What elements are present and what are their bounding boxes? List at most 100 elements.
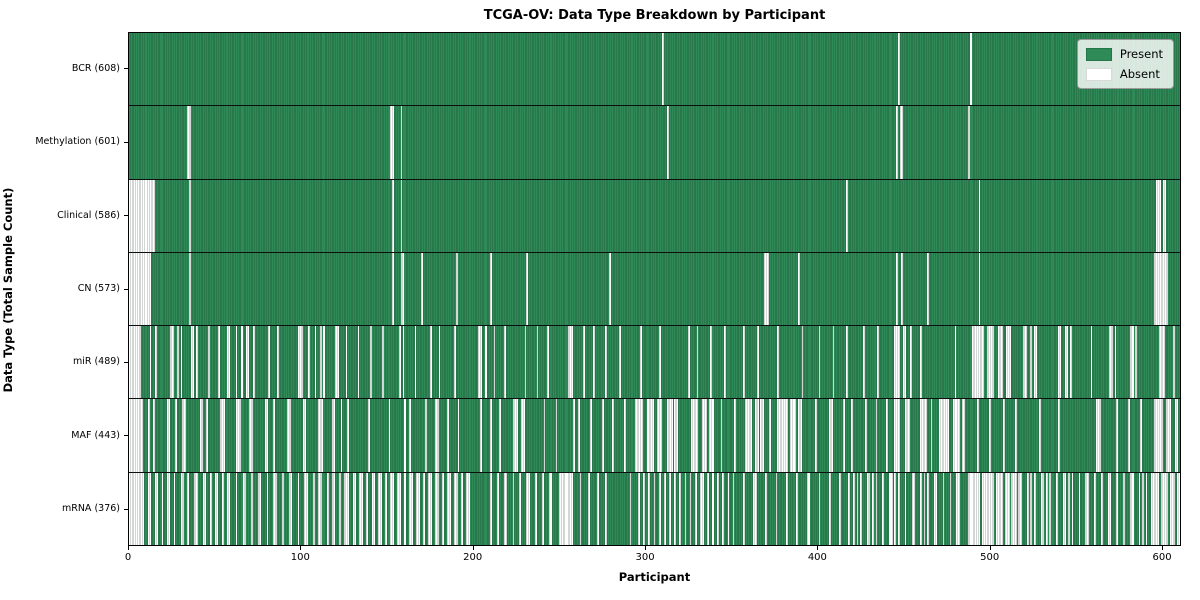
absent-stripe bbox=[189, 179, 191, 252]
absent-stripe bbox=[409, 472, 413, 545]
absent-stripe bbox=[154, 472, 159, 545]
y-tick-label: MAF (443) bbox=[71, 429, 120, 441]
absent-stripe bbox=[297, 326, 303, 399]
absent-stripe bbox=[968, 106, 971, 179]
absent-stripe bbox=[235, 326, 238, 399]
absent-stripe bbox=[352, 472, 357, 545]
absent-stripe bbox=[1002, 399, 1005, 472]
absent-stripe bbox=[842, 399, 845, 472]
absent-stripe bbox=[674, 399, 678, 472]
absent-stripe bbox=[894, 326, 900, 399]
absent-stripe bbox=[166, 399, 171, 472]
absent-stripe bbox=[995, 472, 1003, 545]
absent-stripe bbox=[589, 399, 592, 472]
heatmap-row-mrna bbox=[129, 472, 1180, 545]
absent-stripe bbox=[1145, 472, 1148, 545]
absent-stripe bbox=[397, 472, 401, 545]
absent-stripe bbox=[388, 399, 391, 472]
y-tick-label: mRNA (376) bbox=[61, 503, 120, 515]
absent-stripe bbox=[978, 179, 981, 252]
absent-stripe bbox=[875, 472, 878, 545]
absent-stripe bbox=[1123, 472, 1125, 545]
absent-stripe bbox=[182, 399, 186, 472]
legend-label-absent: Absent bbox=[1119, 67, 1160, 81]
absent-stripe bbox=[942, 472, 945, 545]
absent-stripe bbox=[866, 472, 871, 545]
absent-stripe bbox=[543, 399, 546, 472]
absent-stripe bbox=[815, 399, 818, 472]
absent-stripe bbox=[786, 472, 788, 545]
absent-stripe bbox=[658, 326, 661, 399]
absent-stripe bbox=[629, 472, 632, 545]
absent-stripe bbox=[691, 399, 699, 472]
absent-stripe bbox=[684, 472, 687, 545]
legend-swatch-absent bbox=[1085, 67, 1112, 81]
absent-stripe bbox=[901, 252, 904, 326]
absent-stripe bbox=[753, 472, 757, 545]
absent-stripe bbox=[1166, 399, 1172, 472]
absent-stripe bbox=[896, 106, 898, 179]
absent-stripe bbox=[208, 326, 210, 399]
absent-stripe bbox=[302, 399, 307, 472]
absent-stripe bbox=[920, 399, 928, 472]
absent-stripe bbox=[323, 326, 326, 399]
absent-stripe bbox=[696, 326, 699, 399]
y-tick-mark bbox=[124, 288, 128, 290]
absent-stripe bbox=[414, 326, 417, 399]
x-tick-mark bbox=[645, 546, 647, 550]
x-tick-label: 400 bbox=[807, 552, 827, 563]
absent-stripe bbox=[624, 399, 627, 472]
absent-stripe bbox=[806, 472, 811, 545]
absent-stripe bbox=[460, 472, 463, 545]
absent-stripe bbox=[1045, 472, 1048, 545]
absent-stripe bbox=[221, 472, 224, 545]
absent-stripe bbox=[404, 472, 406, 545]
x-axis-label: Participant bbox=[618, 570, 691, 584]
absent-stripe bbox=[1057, 326, 1062, 399]
absent-stripe bbox=[889, 472, 893, 545]
absent-stripe bbox=[402, 326, 405, 399]
absent-stripe bbox=[743, 472, 745, 545]
absent-stripe bbox=[559, 472, 573, 545]
absent-stripe bbox=[390, 106, 394, 179]
absent-stripe bbox=[904, 399, 910, 472]
absent-stripe bbox=[1069, 326, 1072, 399]
absent-stripe bbox=[818, 326, 821, 399]
absent-stripe bbox=[129, 472, 145, 545]
absent-stripe bbox=[335, 326, 339, 399]
absent-stripe bbox=[1038, 399, 1041, 472]
absent-stripe bbox=[273, 472, 277, 545]
absent-stripe bbox=[798, 399, 802, 472]
absent-stripe bbox=[129, 252, 152, 326]
absent-stripe bbox=[765, 472, 768, 545]
absent-stripe bbox=[934, 472, 938, 545]
absent-stripe bbox=[498, 399, 501, 472]
absent-stripe bbox=[909, 326, 912, 399]
absent-stripe bbox=[832, 326, 835, 399]
absent-stripe bbox=[447, 399, 449, 472]
absent-stripe bbox=[663, 472, 666, 545]
absent-stripe bbox=[435, 472, 439, 545]
absent-stripe bbox=[199, 399, 203, 472]
absent-stripe bbox=[638, 472, 640, 545]
absent-stripe bbox=[400, 252, 405, 326]
absent-stripe bbox=[997, 326, 1003, 399]
absent-stripe bbox=[447, 472, 451, 545]
absent-stripe bbox=[798, 252, 800, 326]
absent-stripe bbox=[1049, 472, 1051, 545]
absent-stripe bbox=[1109, 326, 1113, 399]
absent-stripe bbox=[829, 399, 833, 472]
absent-stripe bbox=[235, 399, 241, 472]
absent-stripe bbox=[161, 472, 164, 545]
heatmap-row-mir bbox=[129, 326, 1180, 400]
absent-stripe bbox=[503, 326, 506, 399]
absent-stripe bbox=[288, 472, 293, 545]
absent-stripe bbox=[369, 326, 372, 399]
absent-stripe bbox=[357, 326, 360, 399]
absent-stripe bbox=[865, 399, 867, 472]
heatmap-row-cn bbox=[129, 252, 1180, 327]
absent-stripe bbox=[227, 326, 231, 399]
absent-stripe bbox=[911, 472, 916, 545]
absent-stripe bbox=[424, 399, 427, 472]
absent-stripe bbox=[1169, 472, 1175, 545]
